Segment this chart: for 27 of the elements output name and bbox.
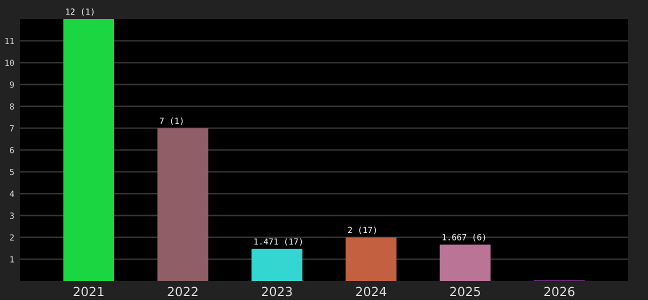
y-tick-label: 5 [10,168,14,176]
y-tick-label: 10 [5,60,14,66]
y-tick-label: 9 [10,82,14,88]
bar [63,19,114,281]
y-tick-label: 4 [10,190,14,197]
data-label: 1.471 (17) [254,238,302,246]
x-tick-label: 2023 [262,286,292,296]
y-tick-label: 2 [10,234,14,241]
bar [346,237,396,281]
y-tick-label: 3 [10,212,14,219]
data-label: 7 (1) [160,117,183,125]
x-tick-label: 2025 [450,286,480,296]
data-label: 2 (17) [348,226,376,234]
y-tick-label: 6 [10,147,14,154]
y-tick-label: 8 [10,103,14,110]
data-label: 12 (1) [66,8,94,16]
y-tick-label: 1 [10,256,14,262]
bar [252,248,302,281]
bar [157,128,208,281]
x-tick-label: 2022 [168,286,198,296]
bar [440,244,491,281]
y-tick-label: 7 [10,125,14,132]
y-tick-label: 11 [5,38,14,44]
x-tick-label: 2026 [544,286,574,296]
data-label: 1.667 (6) [442,234,486,242]
x-tick-label: 2021 [74,286,104,296]
x-tick-label: 2024 [356,286,386,296]
